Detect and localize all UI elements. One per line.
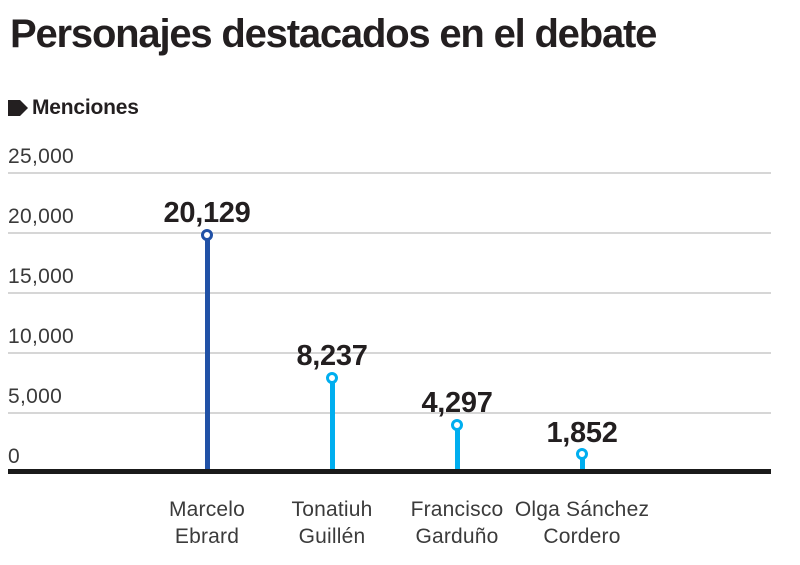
y-axis-tick-label: 5,000	[8, 385, 63, 408]
lollipop-stem	[454, 425, 460, 469]
data-point-marker	[325, 371, 338, 384]
gridline	[8, 232, 771, 234]
legend: Menciones	[8, 96, 139, 120]
lollipop-stem	[329, 378, 335, 469]
data-point-marker	[200, 228, 213, 241]
category-label-line: Garduño	[415, 525, 499, 548]
y-axis-tick-label: 20,000	[8, 205, 75, 228]
category-label: Olga Sánchez Cordero	[497, 496, 667, 550]
category-label-line: Tonatiuh	[291, 498, 373, 521]
gridline	[8, 352, 771, 354]
category-label: Francisco Garduño	[372, 496, 542, 550]
category-label-line: Francisco	[410, 498, 504, 521]
lollipop-stem	[204, 235, 210, 469]
category-label-line: Cordero	[543, 525, 621, 548]
category-label: Tonatiuh Guillén	[247, 496, 417, 550]
data-point-marker	[575, 448, 588, 461]
value-label: 8,237	[296, 340, 368, 373]
y-axis-tick-label: 0	[8, 445, 20, 468]
gridline	[8, 292, 771, 294]
value-label: 1,852	[546, 416, 618, 449]
gridline	[8, 412, 771, 414]
x-axis-line	[8, 469, 771, 474]
category-label-line: Marcelo	[168, 498, 246, 521]
y-axis-tick-label: 10,000	[8, 325, 75, 348]
value-label: 4,297	[421, 387, 493, 420]
chart-title: Personajes destacados en el debate	[10, 12, 657, 56]
value-label: 20,129	[163, 197, 251, 230]
y-axis-tick-label: 15,000	[8, 265, 75, 288]
lollipop-stem	[579, 454, 585, 469]
category-label-line: Guillén	[298, 525, 366, 548]
category-label-line: Ebrard	[174, 525, 240, 548]
legend-marker-icon	[8, 100, 28, 116]
category-label-line: Olga Sánchez	[514, 498, 650, 521]
y-axis-tick-label: 25,000	[8, 145, 75, 168]
data-point-marker	[450, 418, 463, 431]
category-label: Marcelo Ebrard	[122, 496, 292, 550]
legend-label: Menciones	[32, 96, 139, 119]
gridline	[8, 172, 771, 174]
